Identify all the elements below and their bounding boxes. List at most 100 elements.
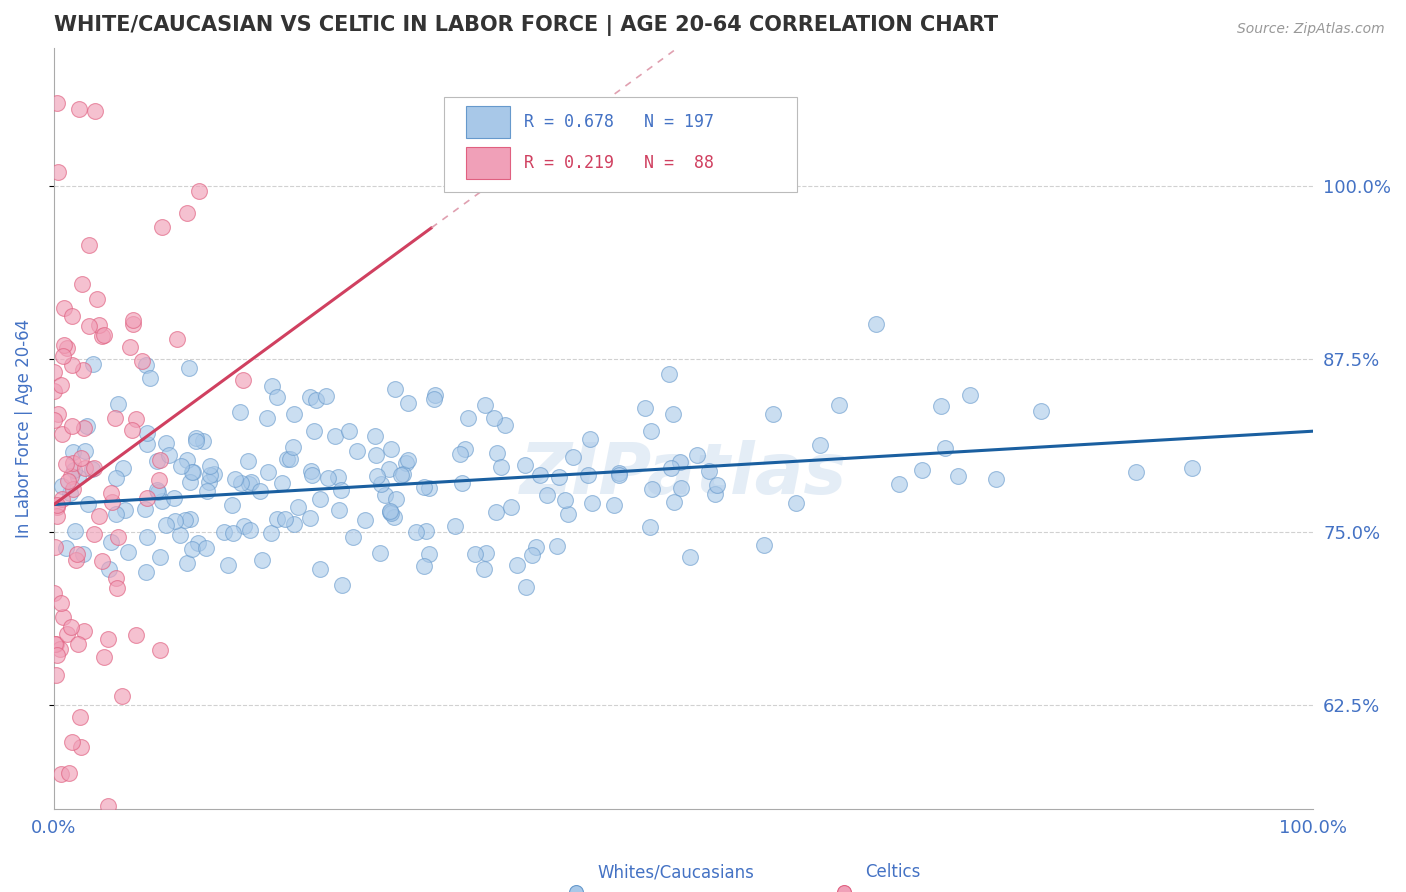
Point xyxy=(257,465,280,479)
Point xyxy=(82,357,104,371)
Point xyxy=(202,467,225,482)
Point xyxy=(169,528,191,542)
Point xyxy=(72,277,94,292)
Point xyxy=(79,237,101,252)
Point xyxy=(328,503,350,517)
Point xyxy=(83,526,105,541)
Text: R = 0.219   N =  88: R = 0.219 N = 88 xyxy=(523,154,714,172)
Point xyxy=(149,550,172,565)
Point xyxy=(671,482,693,496)
Point xyxy=(298,511,321,525)
Point xyxy=(494,417,516,432)
Point xyxy=(423,392,446,407)
Point xyxy=(117,544,139,558)
Point xyxy=(389,467,412,482)
Point xyxy=(377,462,399,476)
Point xyxy=(221,499,243,513)
Point xyxy=(46,500,69,514)
Point xyxy=(44,637,66,651)
Point xyxy=(46,407,69,421)
Text: Celtics: Celtics xyxy=(865,863,920,881)
Point xyxy=(105,581,128,595)
Point xyxy=(370,477,392,491)
Point xyxy=(66,470,89,484)
Point xyxy=(176,556,198,570)
Point xyxy=(76,497,98,511)
Point xyxy=(378,506,401,520)
Point xyxy=(181,465,204,479)
Point xyxy=(828,398,851,412)
Point xyxy=(98,561,121,575)
Point xyxy=(489,459,512,474)
Point xyxy=(60,735,83,749)
Point xyxy=(80,462,103,476)
Point xyxy=(44,413,66,427)
Point xyxy=(83,460,105,475)
Point xyxy=(150,219,173,234)
Point xyxy=(661,407,683,421)
Point xyxy=(524,540,547,554)
Point xyxy=(135,565,157,579)
Point xyxy=(72,363,94,377)
Point xyxy=(557,508,579,522)
Point xyxy=(76,419,98,434)
Point xyxy=(163,491,186,506)
Point xyxy=(45,668,67,682)
Point xyxy=(934,441,956,455)
FancyBboxPatch shape xyxy=(444,97,797,193)
Point xyxy=(52,338,75,352)
Point xyxy=(536,488,558,502)
Point xyxy=(669,455,692,469)
Point xyxy=(59,469,82,483)
Point xyxy=(640,424,662,438)
Point xyxy=(52,349,75,363)
Point xyxy=(44,384,66,398)
Point xyxy=(104,411,127,425)
Point xyxy=(62,463,84,477)
Point xyxy=(86,292,108,306)
Point xyxy=(283,516,305,531)
Point xyxy=(52,301,75,315)
Point xyxy=(184,431,207,445)
Point xyxy=(315,388,337,402)
Point xyxy=(176,453,198,467)
Point xyxy=(107,397,129,411)
Point xyxy=(157,448,180,462)
Point xyxy=(418,547,440,561)
Point xyxy=(576,468,599,483)
Point xyxy=(56,341,79,355)
Point xyxy=(353,513,375,527)
Point xyxy=(686,449,709,463)
Point xyxy=(148,474,170,488)
Point xyxy=(664,495,686,509)
Point xyxy=(513,458,536,472)
Point xyxy=(62,482,84,496)
Point xyxy=(146,483,169,497)
Point xyxy=(104,507,127,521)
Point xyxy=(179,475,201,490)
Point xyxy=(392,467,415,482)
Point xyxy=(125,411,148,425)
Point xyxy=(51,426,73,441)
Point xyxy=(121,423,143,437)
Point xyxy=(93,327,115,342)
Point xyxy=(309,562,332,576)
Point xyxy=(45,96,67,111)
Point xyxy=(301,464,323,478)
FancyBboxPatch shape xyxy=(465,106,510,138)
Point xyxy=(887,476,910,491)
Point xyxy=(364,429,387,443)
Point xyxy=(384,382,406,396)
Point xyxy=(865,317,887,331)
Point xyxy=(139,371,162,385)
Point xyxy=(638,519,661,533)
Point xyxy=(281,440,304,454)
Point xyxy=(959,388,981,402)
Point xyxy=(529,467,551,482)
Point xyxy=(329,483,352,497)
Point xyxy=(166,332,188,346)
Point xyxy=(260,525,283,540)
Point xyxy=(146,454,169,468)
Point xyxy=(52,610,75,624)
Point xyxy=(548,470,571,484)
